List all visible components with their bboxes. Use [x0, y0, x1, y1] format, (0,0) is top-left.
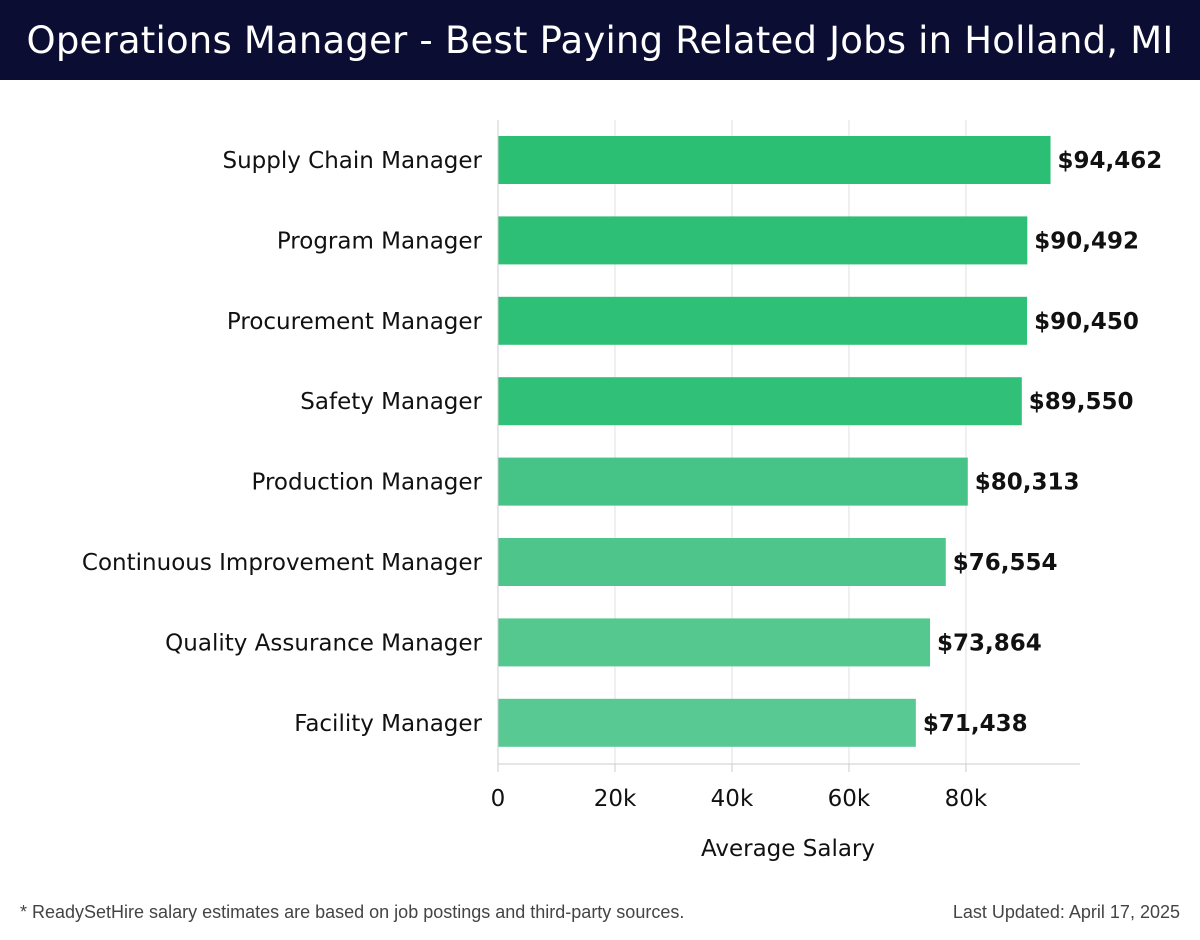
x-axis: 0 20k 40k 60k 80k	[491, 120, 1080, 812]
value-label: $90,492	[1034, 228, 1139, 254]
x-tick-label: 40k	[711, 786, 754, 812]
x-axis-label: Average Salary	[701, 836, 875, 862]
value-label: $94,462	[1058, 148, 1163, 174]
bar	[498, 136, 1051, 184]
x-tick-label: 80k	[945, 786, 988, 812]
chart-header: Operations Manager - Best Paying Related…	[0, 0, 1200, 80]
chart-title: Operations Manager - Best Paying Related…	[26, 18, 1174, 62]
value-labels: $94,462 $90,492 $90,450 $89,550 $80,313 $76,5…	[923, 148, 1162, 737]
bar	[498, 216, 1028, 265]
value-label: $89,550	[1029, 389, 1134, 415]
x-tick-label: 0	[491, 786, 506, 812]
category-labels: Supply Chain Manager Program Manager Procu…	[82, 148, 483, 737]
value-label: $90,450	[1034, 309, 1139, 335]
value-label: $73,864	[937, 630, 1042, 656]
bar	[498, 538, 946, 586]
bar	[498, 296, 1028, 345]
value-label: $80,313	[975, 470, 1080, 496]
category-label: Safety Manager	[300, 389, 482, 415]
bar	[498, 698, 916, 747]
bar	[498, 618, 931, 667]
category-label: Production Manager	[252, 470, 483, 496]
category-label: Procurement Manager	[227, 309, 483, 335]
bar-chart: Supply Chain Manager Program Manager Procu…	[82, 120, 1162, 862]
category-label: Quality Assurance Manager	[165, 630, 482, 656]
bars	[498, 136, 1051, 747]
bar	[498, 377, 1022, 426]
category-label: Continuous Improvement Manager	[82, 550, 483, 576]
last-updated: Last Updated: April 17, 2025	[952, 902, 1180, 922]
value-label: $71,438	[923, 711, 1028, 737]
category-label: Facility Manager	[294, 711, 482, 737]
x-tick-label: 20k	[594, 786, 637, 812]
x-tick-label: 60k	[828, 786, 871, 812]
value-label: $76,554	[953, 550, 1058, 576]
category-label: Program Manager	[277, 228, 483, 254]
footer-note: * ReadySetHire salary estimates are base…	[20, 902, 685, 922]
category-label: Supply Chain Manager	[222, 148, 482, 174]
bar	[498, 457, 968, 506]
